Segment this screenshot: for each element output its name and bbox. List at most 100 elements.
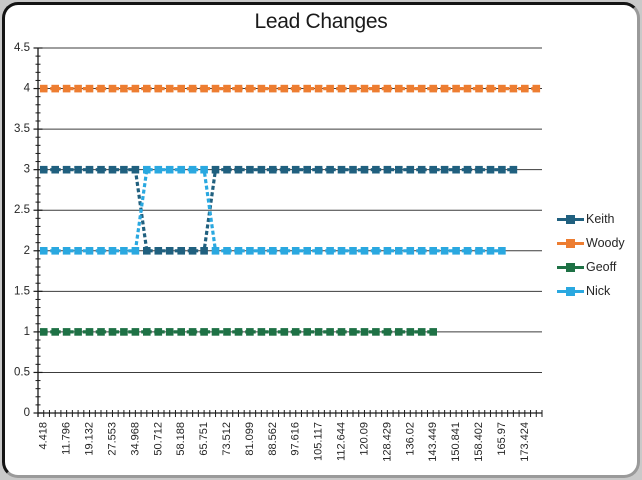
series-marker-nick [234,247,243,255]
series-marker-nick [417,247,426,255]
series-marker-keith [257,165,266,174]
series-marker-woody [51,84,59,93]
legend-item-woody: Woody [557,231,637,255]
series-marker-nick [440,247,449,255]
series-marker-keith [108,165,117,174]
series-marker-nick [452,247,460,255]
series-marker-keith [120,165,128,174]
series-marker-nick [326,247,334,255]
series-marker-geoff [97,328,105,336]
x-axis-label: 105.117 [313,422,325,461]
y-axis-label: 1.5 [14,285,30,297]
series-marker-keith [51,165,59,174]
series-marker-woody [463,84,472,93]
series-marker-woody [39,84,48,93]
x-axis-label: 128.429 [381,422,393,462]
series-marker-nick [51,247,59,255]
x-axis-label: 4.418 [38,422,50,450]
series-marker-geoff [372,328,380,336]
series-marker-woody [223,84,231,93]
series-marker-geoff [280,328,289,336]
series-marker-nick [475,247,483,255]
y-axis-label: 4 [24,83,31,95]
series-marker-geoff [85,328,94,336]
series-marker-woody [143,84,151,93]
series-marker-geoff [143,328,151,336]
x-axis-label: 173.424 [519,422,531,462]
series-marker-keith [429,165,437,174]
series-marker-woody [154,84,163,93]
series-marker-keith [475,165,483,174]
series-marker-keith [74,165,82,174]
series-marker-keith [463,165,472,174]
legend-item-nick: Nick [557,279,637,303]
series-marker-woody [314,84,323,93]
legend-label: Nick [586,284,611,298]
x-axis-label: 27.553 [106,422,118,456]
legend-label: Woody [586,236,625,250]
series-marker-geoff [51,328,59,336]
legend-item-geoff: Geoff [557,255,637,279]
legend-label: Keith [586,212,615,226]
series-marker-keith [269,165,277,174]
x-axis-label: 112.644 [336,422,348,461]
series-marker-keith [372,165,380,174]
series-marker-keith [291,165,300,174]
series-marker-nick [395,247,403,255]
series-marker-geoff [326,328,334,336]
series-marker-geoff [188,328,197,336]
series-marker-woody [291,84,300,93]
legend-marker-icon [557,262,584,272]
series-marker-woody [349,84,357,93]
series-marker-nick [74,247,82,255]
y-axis-label: 4.5 [14,42,30,54]
series-marker-keith [314,165,323,174]
series-marker-woody [280,84,289,93]
series-marker-nick [429,247,437,255]
series-marker-geoff [165,328,174,336]
series-marker-woody [74,84,82,93]
x-axis-label: 143.449 [427,422,439,462]
series-marker-keith [509,165,518,174]
series-marker-woody [326,84,334,93]
series-marker-woody [131,84,140,93]
legend-label: Geoff [586,260,617,274]
series-marker-geoff [303,328,311,336]
series-marker-woody [188,84,197,93]
series-marker-keith [188,247,197,255]
series-marker-geoff [131,328,140,336]
series-marker-keith [143,247,151,255]
series-marker-woody [177,84,185,93]
series-marker-woody [475,84,483,93]
series-marker-nick [337,247,346,255]
series-marker-keith [177,247,185,255]
series-marker-geoff [314,328,323,336]
series-marker-geoff [269,328,277,336]
series-marker-keith [395,165,403,174]
series-marker-geoff [39,328,48,336]
series-marker-nick [257,247,266,255]
series-marker-nick [303,247,311,255]
series-marker-keith [326,165,334,174]
series-marker-keith [200,247,208,255]
y-axis-label: 2 [24,245,30,257]
series-marker-keith [97,165,105,174]
series-marker-geoff [337,328,346,336]
x-axis-label: 150.841 [450,422,462,462]
series-marker-woody [521,84,529,93]
series-marker-nick [406,247,415,255]
series-marker-geoff [417,328,426,336]
x-axis-label: 81.099 [244,422,256,456]
series-marker-woody [372,84,380,93]
series-marker-geoff [62,328,71,336]
series-marker-keith [223,165,231,174]
series-marker-geoff [74,328,82,336]
x-axis-label: 34.968 [129,422,141,456]
chart-title: Lead Changes [254,10,388,33]
series-marker-keith [280,165,289,174]
series-marker-keith [440,165,449,174]
series-marker-woody [257,84,266,93]
legend-marker-icon [557,214,584,224]
series-marker-geoff [120,328,128,336]
series-marker-nick [188,165,197,174]
